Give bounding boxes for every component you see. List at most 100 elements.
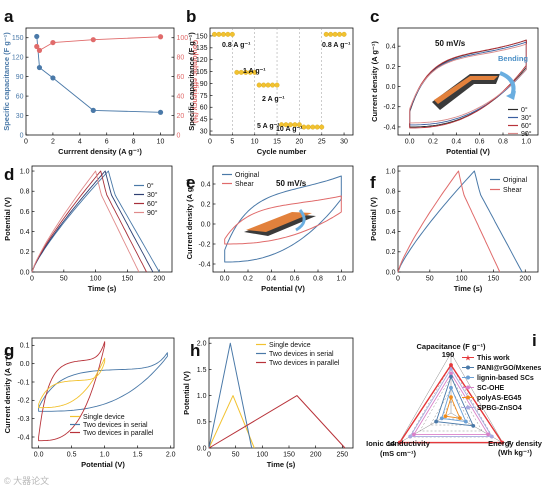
x-axis-label: Time (s): [88, 284, 117, 293]
x-tick-label: 0.0: [34, 452, 44, 459]
plot-frame: [208, 337, 354, 449]
y-tick-label: 30: [200, 128, 208, 135]
y-tick-label: 0.8: [20, 189, 30, 196]
legend-entry: SPBG-ZnSO4: [477, 405, 522, 412]
y-tick-label: 0.2: [386, 249, 396, 256]
panel-letter: h: [190, 341, 200, 360]
y-tick-label: -0.1: [17, 379, 29, 386]
legend-entry: 60°: [147, 200, 158, 208]
x-axis-label: Potential (V): [81, 460, 125, 469]
y2-tick-label: 60: [177, 74, 185, 81]
x-tick-label: 100: [90, 276, 102, 283]
y-tick-label: 0.4: [201, 181, 211, 188]
x-axis-label: Currrent density (A g⁻¹): [58, 147, 142, 156]
x-tick-label: 0: [396, 276, 400, 283]
series-line: [397, 170, 501, 273]
data-point: [90, 37, 96, 43]
radar-point: [500, 440, 505, 445]
series-line: [38, 341, 106, 442]
series-line: [38, 352, 168, 412]
y-tick-label: 60: [16, 93, 24, 100]
y-tick-label: 60: [200, 105, 208, 112]
data-point: [34, 43, 40, 50]
radar-axis-label: Energy density: [488, 439, 543, 448]
y-tick-label: 150: [12, 35, 24, 42]
radar-point: [434, 419, 439, 424]
panel-letter: b: [186, 7, 196, 26]
y-tick-label: -0.4: [198, 261, 210, 268]
x-tick-label: 0.6: [290, 276, 300, 283]
radar-series: [398, 363, 504, 444]
y-tick-label: 0.4: [20, 229, 30, 236]
series-line: [36, 36, 161, 51]
legend-entry: 0°: [521, 106, 528, 114]
y2-tick-label: 100: [177, 35, 189, 42]
radar-axis-label: Ionic conductivity: [366, 439, 431, 448]
series-line: [208, 342, 253, 449]
data-point: [296, 122, 302, 128]
y-tick-label: 0.5: [197, 419, 207, 426]
y-tick-label: -0.4: [383, 124, 395, 131]
y-tick-label: 1.5: [197, 367, 207, 374]
y-tick-label: 1.0: [386, 168, 396, 175]
y-axis-label: Potential (V): [3, 197, 12, 241]
x-tick-label: 1.0: [336, 276, 346, 283]
radar-point: [443, 414, 448, 419]
radar-axis-max: 190: [442, 350, 455, 359]
x-tick-label: 0: [30, 276, 34, 283]
plot-frame: [31, 337, 175, 449]
legend-entry: Original: [235, 172, 260, 179]
y-tick-label: -0.2: [17, 398, 29, 405]
x-tick-label: 5: [230, 139, 234, 146]
y-tick-label: 0.0: [201, 221, 211, 228]
inset-label: Bending: [498, 54, 528, 63]
x-tick-label: 25: [318, 139, 326, 146]
y-tick-label: -0.2: [198, 241, 210, 248]
data-point: [261, 82, 267, 88]
data-point: [50, 75, 56, 81]
radar-grid: [419, 376, 483, 432]
x-tick-label: 0.0: [405, 139, 415, 146]
y-tick-label: 75: [200, 93, 208, 100]
radar-series: [409, 367, 493, 438]
panel-b: 0 5 10 15 20 25 30 30 45 60 75 90 105 120 135 150 Cycle …: [187, 27, 354, 156]
series-line: [36, 36, 161, 113]
data-point: [332, 31, 338, 37]
y-tick-label: 0.2: [20, 249, 30, 256]
legend-entry: SC-OHE: [477, 385, 505, 392]
legend-entry: Two devices in parallel: [269, 360, 340, 367]
y-axis-label: Potential (V): [369, 197, 378, 241]
x-axis-label: Potential (V): [446, 147, 490, 156]
plot-frame: [25, 27, 175, 136]
data-point: [314, 124, 320, 130]
y-tick-label: -0.2: [383, 104, 395, 111]
data-point: [252, 69, 258, 75]
y-axis-label: Specific capacitance (F g⁻¹): [2, 32, 11, 131]
legend-entry: 60°: [521, 122, 532, 130]
panel-letter: i: [532, 331, 537, 350]
x-tick-label: 200: [153, 276, 165, 283]
x-tick-label: 20: [295, 139, 303, 146]
y2-axis-label: Coulombic efficiency (%): [191, 40, 198, 123]
data-point: [220, 31, 226, 37]
rate-annotation: 10 A g⁻¹: [276, 126, 303, 133]
data-point: [225, 31, 231, 37]
panel-letter: e: [186, 173, 195, 192]
x-tick-label: 200: [310, 452, 322, 459]
x-tick-label: 250: [336, 452, 348, 459]
legend-entry: polyAS-EG45: [477, 395, 521, 402]
series-line: [208, 395, 255, 449]
bent-device-layer: [434, 76, 498, 104]
data-point: [319, 124, 325, 130]
y-tick-label: 30: [16, 113, 24, 120]
y-axis-label: Specific capacitance (F g⁻¹): [187, 32, 196, 131]
legend-marker: [466, 365, 470, 370]
x-tick-label: 15: [273, 139, 281, 146]
data-point: [229, 31, 235, 37]
x-tick-label: 150: [283, 452, 295, 459]
radar-series: [435, 375, 475, 427]
x-tick-label: 0.8: [313, 276, 323, 283]
radar-point: [408, 434, 413, 439]
panel-d: 0 50 100 150 200 0.0 0.2 0.4 0.6 0.8 1.0 Time (s) Po…: [3, 165, 173, 293]
